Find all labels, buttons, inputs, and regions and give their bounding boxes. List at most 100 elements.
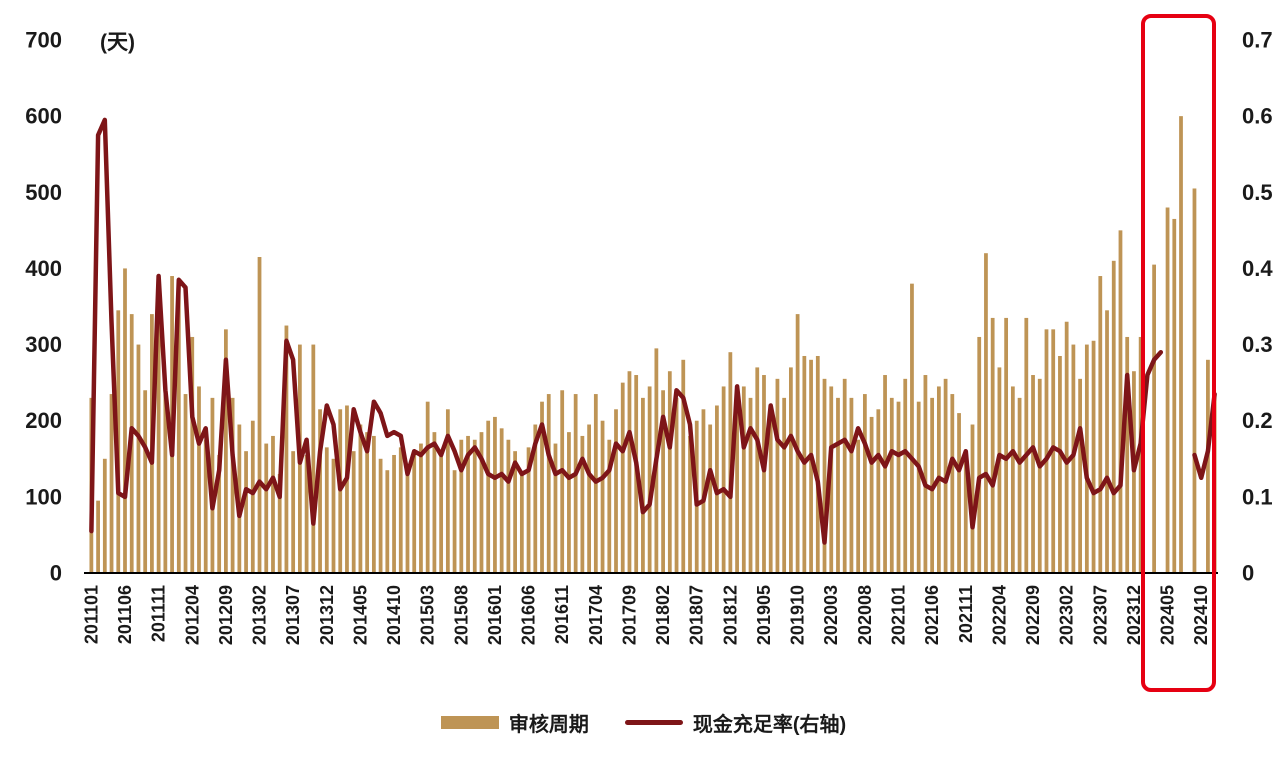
- left-axis-ticks: 0 100 200 300 400 500 600 700: [25, 28, 62, 586]
- bar: [324, 447, 329, 573]
- x-axis-tick-label: 201704: [586, 585, 606, 645]
- x-axis-tick-label: 202312: [1124, 585, 1144, 645]
- x-axis-tick-label: 202405: [1158, 585, 1178, 645]
- legend-bar-swatch: [440, 716, 499, 729]
- bar: [203, 439, 208, 573]
- bar: [96, 500, 100, 573]
- bar: [1071, 344, 1076, 573]
- bar: [822, 378, 827, 573]
- bar: [432, 432, 437, 573]
- bar: [1084, 344, 1089, 573]
- bar: [775, 378, 780, 573]
- bar: [681, 359, 686, 573]
- bar: [674, 397, 679, 573]
- bar: [614, 409, 618, 573]
- bar: [351, 451, 356, 573]
- bar: [358, 424, 363, 573]
- x-axis-tick-label: 201503: [418, 585, 438, 645]
- bar: [762, 375, 766, 573]
- bar: [1098, 276, 1103, 573]
- bar: [836, 397, 840, 573]
- bar: [627, 371, 632, 573]
- bar: [392, 454, 396, 573]
- bar: [156, 295, 161, 573]
- bar: [176, 283, 181, 573]
- bar: [641, 397, 645, 573]
- x-axis-tick-label: 201111: [149, 585, 169, 642]
- left-axis-tick-label: 300: [25, 332, 62, 357]
- right-axis-tick-label: 0.1: [1242, 484, 1273, 509]
- bar: [1010, 386, 1015, 573]
- left-axis-tick-label: 600: [25, 104, 62, 129]
- bar: [109, 394, 114, 573]
- bar: [304, 454, 309, 573]
- legend-line-label: 现金充足率(右轴): [692, 714, 847, 736]
- bar: [977, 336, 982, 573]
- ratio-line-path: [89, 117, 1217, 545]
- bar: [849, 397, 854, 573]
- legend-bar-label: 审核周期: [508, 714, 589, 736]
- dual-axis-chart: 0 100 200 300 400 500 600 700 0 0.1 0.2 0.3 0.4 0.5 0.…: [25, 28, 1273, 646]
- bar: [735, 401, 739, 573]
- bar: [190, 336, 195, 573]
- bar: [533, 424, 538, 573]
- bar: [1078, 378, 1082, 573]
- bar: [768, 405, 773, 573]
- bar: [984, 253, 988, 573]
- bar: [1138, 336, 1143, 573]
- bar: [667, 371, 672, 573]
- bar: [997, 367, 1002, 573]
- legend-line-swatch: [624, 720, 683, 725]
- bar: [815, 355, 820, 573]
- bar: [291, 451, 296, 573]
- bar: [903, 378, 908, 573]
- bars-series: [89, 116, 1217, 574]
- bar: [553, 443, 558, 573]
- x-axis-tick-label: 202111: [956, 585, 976, 643]
- bar: [1179, 116, 1183, 573]
- bar: [647, 386, 652, 573]
- bar: [250, 420, 255, 573]
- bar: [923, 375, 928, 573]
- bar: [587, 424, 591, 573]
- bar: [896, 401, 901, 573]
- bar: [963, 454, 968, 573]
- x-axis-tick-label: 202106: [922, 585, 942, 645]
- bar: [869, 416, 874, 573]
- ratio-line: [89, 117, 1217, 545]
- bar: [661, 390, 665, 573]
- right-axis-tick-label: 0.6: [1242, 104, 1273, 129]
- x-axis-tick-label: 201302: [250, 585, 270, 645]
- bar: [1192, 188, 1197, 574]
- bar: [910, 283, 914, 573]
- bar: [385, 470, 390, 573]
- bar: [829, 386, 834, 573]
- bar: [1105, 310, 1109, 573]
- bar: [1031, 375, 1035, 573]
- bar: [1091, 340, 1096, 573]
- x-axis-tick-label: 201601: [485, 585, 505, 645]
- bar: [217, 454, 222, 573]
- bar: [842, 378, 847, 573]
- x-axis-tick-label: 202410: [1191, 585, 1211, 645]
- right-axis-tick-label: 0.5: [1242, 180, 1273, 205]
- bar: [1037, 378, 1042, 573]
- left-axis-unit-label: (天): [100, 31, 135, 54]
- bar: [580, 435, 585, 573]
- bar: [789, 367, 793, 573]
- x-axis-tick-label: 201307: [283, 585, 303, 645]
- bar: [197, 386, 201, 573]
- left-axis-tick-label: 0: [50, 561, 62, 586]
- bar: [143, 390, 148, 573]
- bar: [1165, 207, 1170, 573]
- x-axis-tick-label: 201405: [350, 585, 370, 645]
- bar: [371, 435, 376, 573]
- bar: [452, 470, 457, 573]
- bar: [620, 382, 625, 573]
- x-axis-tick-label: 201204: [182, 585, 202, 645]
- x-axis-tick-label: 201812: [720, 585, 740, 645]
- bar: [1017, 397, 1022, 573]
- bar: [493, 416, 497, 573]
- x-axis-tick-label: 201905: [754, 585, 774, 645]
- bar: [1125, 336, 1130, 573]
